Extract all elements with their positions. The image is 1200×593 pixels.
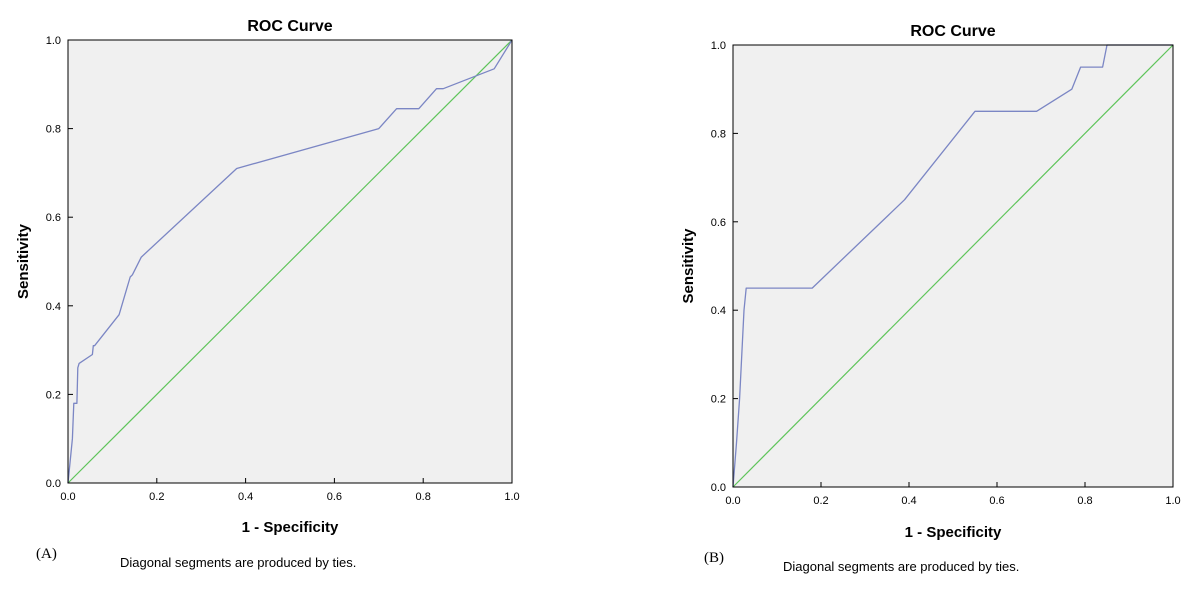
y-tick-label: 0.2: [711, 394, 726, 406]
y-tick-label: 0.4: [46, 301, 61, 313]
x-tick-label: 0.8: [1077, 495, 1092, 507]
panel-b: 0.0 0.2 0.4 0.6 0.8 1.0 0.0 0.2 0.4 0.6 0.8 1.0 ROC …: [600, 0, 1200, 593]
plot-frame: [732, 44, 1174, 488]
x-tick-label: 0.4: [238, 491, 253, 503]
chart-footnote: Diagonal segments are produced by ties.: [120, 555, 357, 570]
chart-title: ROC Curve: [247, 18, 332, 35]
x-axis-label: 1 - Specificity: [242, 519, 339, 536]
roc-curve-line: [67, 39, 513, 484]
x-tick-label: 0.4: [901, 495, 916, 507]
x-tick-label: 0.0: [60, 491, 75, 503]
roc-curve-line: [732, 44, 1173, 488]
x-axis-label: 1 - Specificity: [905, 524, 1002, 541]
y-axis-label: Sensitivity: [680, 228, 697, 304]
reference-line: [732, 44, 1174, 488]
reference-line: [67, 39, 513, 484]
y-tick-label: 1.0: [46, 35, 61, 47]
roc-chart-a: 0.0 0.2 0.4 0.6 0.8 1.0 0.0 0.2 0.4 0.6 0.8 1.0 ROC …: [15, 18, 520, 536]
y-axis-label: Sensitivity: [15, 223, 32, 299]
x-tick-label: 0.0: [725, 495, 740, 507]
x-tick-label: 1.0: [504, 491, 519, 503]
chart-footnote: Diagonal segments are produced by ties.: [783, 559, 1020, 574]
chart-title: ROC Curve: [910, 23, 995, 40]
y-tick-label: 0.2: [46, 389, 61, 401]
x-tick-label: 1.0: [1165, 495, 1180, 507]
panel-label: (A): [36, 546, 57, 562]
y-tick-label: 0.4: [711, 305, 726, 317]
roc-chart-b: 0.0 0.2 0.4 0.6 0.8 1.0 0.0 0.2 0.4 0.6 0.8 1.0 ROC …: [680, 23, 1181, 541]
panel-label: (B): [704, 550, 724, 566]
y-tick-label: 0.8: [711, 128, 726, 140]
panel-a: 0.0 0.2 0.4 0.6 0.8 1.0 0.0 0.2 0.4 0.6 0.8 1.0 ROC …: [15, 18, 520, 570]
x-tick-label: 0.6: [989, 495, 1004, 507]
plot-frame: [67, 39, 513, 484]
x-tick-label: 0.6: [327, 491, 342, 503]
y-tick-label: 0.8: [46, 124, 61, 136]
x-tick-label: 0.2: [149, 491, 164, 503]
y-tick-label: 0.0: [46, 478, 61, 490]
y-tick-label: 0.6: [711, 217, 726, 229]
x-tick-label: 0.2: [813, 495, 828, 507]
y-tick-label: 1.0: [711, 40, 726, 52]
y-tick-label: 0.6: [46, 212, 61, 224]
x-tick-label: 0.8: [416, 491, 431, 503]
y-tick-label: 0.0: [711, 482, 726, 494]
